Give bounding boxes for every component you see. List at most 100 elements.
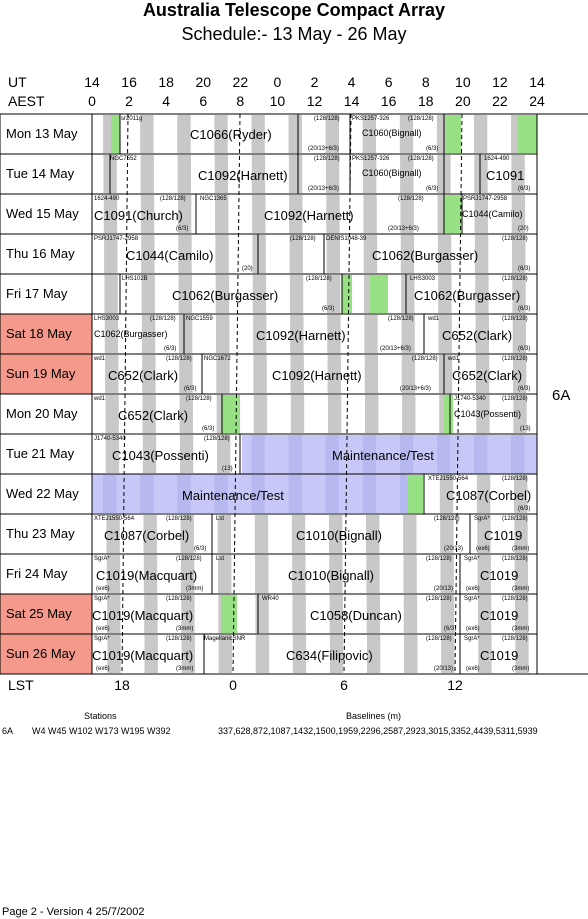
- night-stripe: [103, 195, 118, 233]
- day-label: Wed 22 May: [6, 486, 79, 501]
- night-stripe: [440, 555, 454, 593]
- schedule-entry-text: LHS3003: [94, 316, 120, 322]
- night-stripe: [180, 515, 194, 553]
- schedule-entry-text: C1062(Burgasser): [172, 288, 279, 303]
- weekend-highlight: [0, 354, 92, 394]
- night-stripe: [511, 155, 525, 193]
- schedule-entry-text: (128/128): [502, 516, 528, 522]
- night-stripe: [288, 115, 302, 153]
- schedule-entry-text: C1062(Burgasser): [94, 329, 168, 339]
- schedule-entry-text: (128/128): [166, 636, 192, 642]
- night-stripe: [366, 555, 380, 593]
- day-label: Thu 16 May: [6, 246, 75, 261]
- night-stripe: [217, 515, 232, 553]
- schedule-entry-text: (20): [242, 266, 253, 272]
- schedule-entry-text: (128/128): [434, 516, 460, 522]
- day-label: Sun 26 May: [6, 646, 76, 661]
- night-stripe: [181, 635, 195, 673]
- schedule-entry-text: (3mm): [512, 586, 530, 592]
- green-block: [342, 275, 352, 313]
- aest-tick-label: 20: [455, 93, 471, 109]
- schedule-entry-text: (ex6): [466, 586, 480, 592]
- schedule-entry-text: (128/128): [502, 356, 528, 362]
- night-stripe: [255, 635, 270, 673]
- stations-title: Stations: [84, 711, 117, 721]
- schedule-entry-text: PSRJ1747-2958: [463, 196, 508, 202]
- night-stripe: [255, 555, 269, 593]
- night-stripe: [473, 115, 488, 153]
- schedule-entry-text: C1019: [480, 648, 519, 663]
- maintenance-stripe: [473, 435, 488, 473]
- schedule-entry-text: WR40: [262, 596, 279, 602]
- day-label: Tue 21 May: [6, 446, 75, 461]
- schedule-entry-text: wd1: [428, 316, 440, 322]
- schedule-entry-text: (20): [518, 226, 529, 232]
- schedule-entry-text: (6/3): [518, 506, 531, 512]
- night-stripe: [513, 355, 527, 393]
- weekend-highlight: [0, 594, 92, 634]
- schedule-entry-text: NGC1365: [200, 196, 227, 202]
- page-subtitle: Schedule:- 13 May - 26 May: [181, 24, 407, 44]
- page-title: Australia Telescope Compact Array: [142, 0, 446, 20]
- day-label: Mon 20 May: [6, 406, 78, 421]
- night-stripe: [104, 235, 118, 273]
- aest-tick-label: 12: [306, 93, 323, 109]
- ut-axis-label: UT: [8, 74, 27, 90]
- schedule-entry-text: SgrA*: [94, 556, 110, 562]
- night-stripe: [475, 275, 489, 313]
- night-stripe: [399, 115, 414, 153]
- night-stripe: [325, 115, 339, 153]
- schedule-entry-text: C1019: [480, 608, 519, 623]
- schedule-entry-text: (128/128): [166, 596, 192, 602]
- night-stripe: [363, 195, 377, 233]
- maintenance-stripe: [288, 435, 302, 473]
- night-stripe: [106, 515, 120, 553]
- night-stripe: [476, 395, 490, 433]
- green-block: [221, 595, 237, 633]
- night-stripe: [215, 275, 230, 313]
- schedule-entry-text: (128/128): [186, 396, 212, 402]
- schedule-entry-text: (6/3): [518, 266, 531, 272]
- schedule-entry-text: (128/128): [502, 276, 528, 282]
- night-stripe: [214, 155, 229, 193]
- night-stripe: [325, 155, 340, 193]
- schedule-entry-text: (128/128): [502, 316, 528, 322]
- night-stripe: [403, 595, 418, 633]
- aest-tick-label: 22: [492, 93, 508, 109]
- night-stripe: [105, 395, 119, 433]
- night-stripe: [292, 555, 306, 593]
- night-stripe: [252, 275, 267, 313]
- night-stripe: [327, 395, 342, 433]
- schedule-entry-text: (128/128): [150, 316, 176, 322]
- schedule-entry-text: C1060(Bignall): [362, 128, 422, 138]
- night-stripe: [106, 555, 121, 593]
- ut-tick-label: 20: [195, 74, 212, 90]
- schedule-entry-text: Maintenance/Test: [182, 488, 284, 503]
- night-stripe: [218, 635, 233, 673]
- night-stripe: [218, 555, 232, 593]
- night-stripe: [142, 395, 156, 433]
- night-stripe: [251, 115, 265, 153]
- schedule-entry-text: (6/3): [322, 306, 335, 312]
- night-stripe: [291, 515, 306, 553]
- night-stripe: [474, 155, 488, 193]
- day-label: Fri 17 May: [6, 286, 68, 301]
- night-stripe: [329, 635, 344, 673]
- night-stripe: [105, 435, 120, 473]
- night-stripe: [107, 635, 121, 673]
- ut-tick-label: 10: [455, 74, 471, 90]
- lst-tick-label: 6: [340, 677, 348, 693]
- schedule-entry-text: (13): [520, 426, 531, 432]
- lst-line: [232, 113, 241, 675]
- aest-tick-label: 8: [236, 93, 245, 109]
- night-stripe: [366, 595, 381, 633]
- night-stripe: [216, 355, 230, 393]
- night-stripe: [215, 235, 229, 273]
- ut-tick-label: 0: [273, 74, 282, 90]
- night-stripe: [512, 235, 526, 273]
- ut-tick-label: 22: [232, 74, 249, 90]
- schedule-entry-text: C652(Clark): [108, 368, 179, 383]
- schedule-entry-text: (3mm): [512, 546, 530, 552]
- night-stripe: [364, 315, 378, 353]
